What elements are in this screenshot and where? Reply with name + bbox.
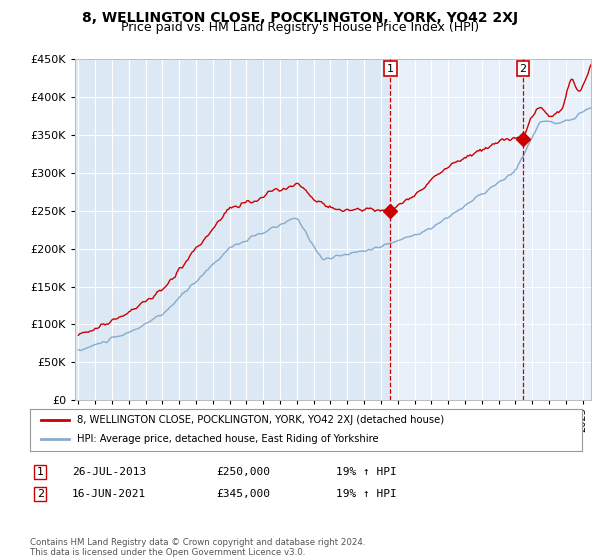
Bar <box>391 59 591 400</box>
Text: 2: 2 <box>37 489 44 499</box>
Text: HPI: Average price, detached house, East Riding of Yorkshire: HPI: Average price, detached house, East… <box>77 435 379 445</box>
Text: £250,000: £250,000 <box>216 467 270 477</box>
Text: 2: 2 <box>520 64 527 74</box>
Text: 1: 1 <box>37 467 44 477</box>
Text: 19% ↑ HPI: 19% ↑ HPI <box>336 489 397 499</box>
Text: 8, WELLINGTON CLOSE, POCKLINGTON, YORK, YO42 2XJ (detached house): 8, WELLINGTON CLOSE, POCKLINGTON, YORK, … <box>77 415 444 425</box>
Text: Price paid vs. HM Land Registry's House Price Index (HPI): Price paid vs. HM Land Registry's House … <box>121 21 479 34</box>
Text: 19% ↑ HPI: 19% ↑ HPI <box>336 467 397 477</box>
Text: 1: 1 <box>387 64 394 74</box>
Text: 8, WELLINGTON CLOSE, POCKLINGTON, YORK, YO42 2XJ: 8, WELLINGTON CLOSE, POCKLINGTON, YORK, … <box>82 11 518 25</box>
Text: £345,000: £345,000 <box>216 489 270 499</box>
Text: 16-JUN-2021: 16-JUN-2021 <box>72 489 146 499</box>
Text: 26-JUL-2013: 26-JUL-2013 <box>72 467 146 477</box>
Text: Contains HM Land Registry data © Crown copyright and database right 2024.
This d: Contains HM Land Registry data © Crown c… <box>30 538 365 557</box>
